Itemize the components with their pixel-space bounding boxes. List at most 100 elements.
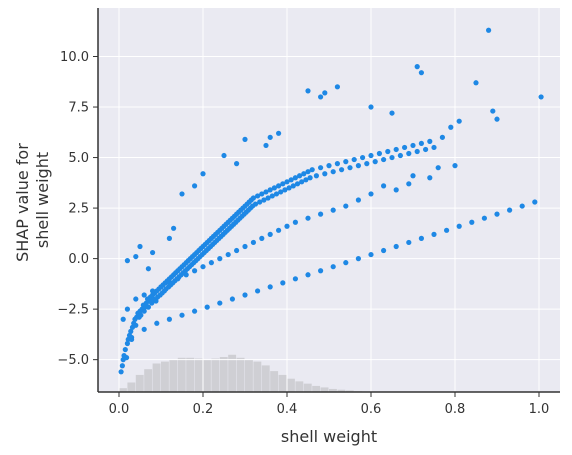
scatter-point <box>225 251 231 258</box>
scatter-point <box>305 169 311 175</box>
scatter-point <box>250 239 256 246</box>
histogram-bar <box>169 359 178 392</box>
scatter-point <box>305 88 311 94</box>
histogram-bar <box>329 388 337 392</box>
plot-background <box>98 8 560 392</box>
scatter-point <box>122 346 128 353</box>
scatter-point <box>166 235 172 241</box>
scatter-point <box>448 124 454 130</box>
scatter-point <box>364 161 370 167</box>
scatter-point <box>389 110 395 116</box>
scatter-point <box>343 159 349 165</box>
scatter-point <box>269 193 275 199</box>
y-tick-label: 7.5 <box>68 101 89 116</box>
histogram-bar <box>135 374 144 392</box>
scatter-point <box>406 239 412 246</box>
scatter-point <box>385 148 391 155</box>
histogram-bar <box>177 357 186 392</box>
gridlines <box>98 8 560 392</box>
scatter-point <box>255 193 261 199</box>
scatter-point <box>133 322 139 328</box>
scatter-point <box>290 183 296 189</box>
y-tick-label: 2.5 <box>68 202 89 217</box>
histogram-bar <box>312 385 321 392</box>
histogram-bar <box>152 363 161 392</box>
scatter-point <box>347 165 353 171</box>
scatter-point <box>427 175 433 181</box>
scatter-point <box>263 142 269 149</box>
histogram-bar <box>228 354 237 392</box>
scatter-point <box>288 177 294 183</box>
scatter-point <box>368 152 374 159</box>
scatter-point <box>486 27 492 33</box>
scatter-point <box>267 284 273 290</box>
scatter-point <box>334 161 340 167</box>
scatter-point <box>273 191 280 197</box>
scatter-point <box>297 173 303 179</box>
scatter-point <box>120 316 126 322</box>
scatter-point <box>221 152 227 159</box>
scatter-point <box>271 185 277 191</box>
scatter-point <box>259 235 265 241</box>
scatter-point <box>166 316 172 322</box>
scatter-point <box>414 64 420 70</box>
scatter-point <box>355 163 361 169</box>
scatter-point <box>381 156 387 163</box>
scatter-point <box>252 201 259 207</box>
scatter-point <box>431 144 437 151</box>
scatter-point <box>334 84 340 90</box>
y-axis-label-line-1: SHAP value for <box>13 143 32 262</box>
histogram-bar <box>261 365 270 392</box>
scatter-point <box>318 268 324 274</box>
scatter-point <box>294 181 301 187</box>
x-tick-label: 0.0 <box>109 402 130 417</box>
scatter-point <box>519 203 525 209</box>
scatter-point <box>330 169 336 175</box>
scatter-point <box>265 195 271 201</box>
scatter-point <box>175 276 181 282</box>
scatter-point <box>141 326 147 332</box>
scatter-point <box>444 227 450 233</box>
scatter-point <box>355 197 361 203</box>
scatter-point <box>381 247 387 254</box>
scatter-point <box>402 144 408 151</box>
scatter-point <box>299 179 305 185</box>
scatter-point <box>192 183 198 189</box>
scatter-point <box>431 231 437 237</box>
scatter-point <box>343 260 349 266</box>
scatter-point <box>150 288 156 294</box>
scatter-point <box>322 171 328 177</box>
scatter-point <box>368 251 374 258</box>
scatter-point <box>204 304 210 310</box>
x-tick-label: 0.8 <box>445 402 466 417</box>
scatter-point <box>301 171 307 177</box>
scatter-point <box>490 108 496 114</box>
scatter-point <box>473 80 479 86</box>
histogram-bar <box>161 361 169 392</box>
scatter-point <box>435 165 441 171</box>
scatter-point <box>418 235 424 241</box>
scatter-point <box>284 179 290 185</box>
scatter-point <box>418 140 424 147</box>
scatter-point <box>280 181 286 187</box>
scatter-point <box>217 300 223 306</box>
scatter-point <box>242 136 248 142</box>
scatter-point <box>282 187 288 193</box>
scatter-point <box>192 308 198 314</box>
scatter-point <box>360 154 366 161</box>
scatter-point <box>129 336 135 343</box>
scatter-point <box>355 256 361 262</box>
histogram-bar <box>320 387 329 392</box>
scatter-point <box>149 300 155 306</box>
scatter-point <box>153 298 159 304</box>
scatter-point <box>229 296 235 302</box>
scatter-point <box>200 264 206 270</box>
y-tick-label: 0.0 <box>68 252 89 267</box>
scatter-point <box>145 266 151 272</box>
scatter-point <box>410 142 416 149</box>
scatter-point <box>234 247 240 254</box>
histogram-bar <box>253 361 262 392</box>
y-tick-label: 5.0 <box>68 151 89 166</box>
y-axis-label-line-2: shell weight <box>33 152 52 248</box>
